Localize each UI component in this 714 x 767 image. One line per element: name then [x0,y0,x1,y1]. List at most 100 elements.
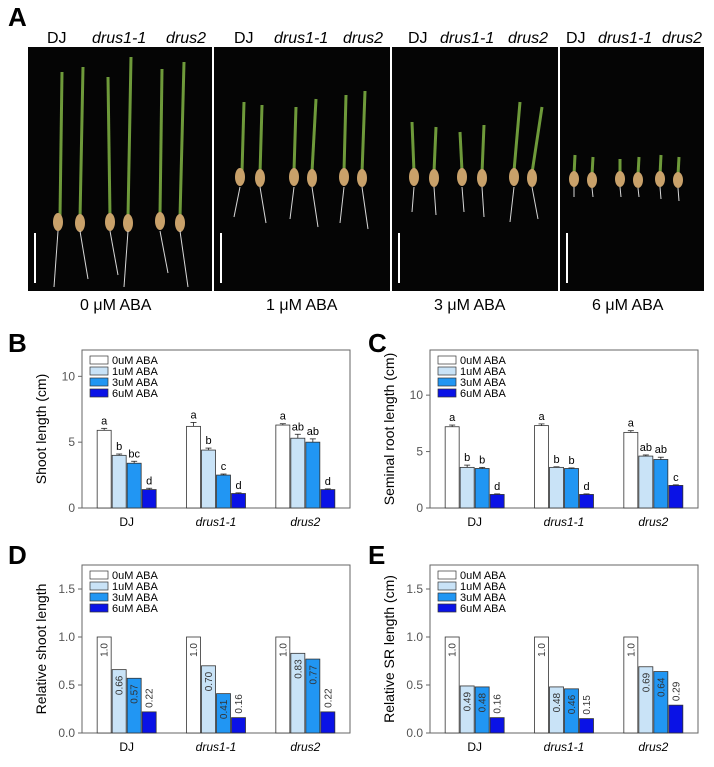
legend-swatch [437,388,457,398]
bar-value-label: 0.64 [656,677,667,697]
significance-letter: a [538,411,545,423]
bar [638,666,654,734]
bar [231,493,246,509]
significance-letter: d [146,475,152,487]
photo-label-drus2-2: drus2 [508,30,549,47]
y-tick-label: 1.0 [58,630,75,644]
bar [201,665,216,734]
bar-value-label: 0.15 [582,695,593,715]
x-category-label: DJ [119,740,134,754]
y-tick-label: 10 [410,388,424,402]
bar [186,636,201,734]
bar-value-label: 0.70 [204,671,215,691]
legend-label: 0uM ABA [460,570,507,582]
legend-label: 3uM ABA [112,592,159,604]
significance-letter: a [449,412,456,424]
bar-value-label: 0.46 [567,694,578,714]
treatment-label-2: 3 μM ABA [434,297,506,314]
bar-value-label: 0.48 [478,692,489,712]
bar [474,686,490,734]
legend-swatch [437,581,457,591]
significance-letter: ab [640,442,652,454]
legend-swatch [89,355,109,365]
bar [275,424,291,509]
bar [668,704,684,734]
legend-swatch [89,603,109,613]
bar [459,466,475,509]
seedlings-1 [220,90,369,283]
bar [96,636,112,734]
x-category-label: drus1-1 [196,515,237,529]
bar [444,426,460,509]
photo-label-drus2-1: drus2 [343,30,384,47]
significance-letter: b [116,441,122,453]
legend-swatch [89,388,109,398]
legend-swatch [437,366,457,376]
x-category-label: DJ [119,515,134,529]
panel-label-d: D [8,540,27,570]
y-tick-label: 0.0 [406,726,423,740]
seedling-photo-2 [392,47,558,291]
bar [668,485,684,509]
bar-value-label: 0.66 [115,675,126,695]
y-axis-title: Seminal root length (cm) [381,353,397,506]
bar [216,474,231,509]
photo-label-drus1-3: drus1-1 [598,30,653,47]
panel-label-b: B [8,328,27,358]
bar-value-label: 1.0 [448,643,459,657]
bar [126,462,142,509]
legend-label: 0uM ABA [460,355,507,367]
bar [126,677,142,734]
legend-swatch [89,366,109,376]
photo-label-drus2-3: drus2 [662,30,703,47]
y-axis-title: Shoot length (cm) [33,374,49,485]
y-axis-title: Relative shoot length [33,584,49,715]
photo-label-dj-1: DJ [234,30,254,47]
significance-letter: b [553,454,559,466]
x-category-label: DJ [467,515,482,529]
x-category-label: drus2 [638,515,668,529]
bar [638,455,654,509]
bar-value-label: 0.16 [234,694,245,714]
bar-value-label: 1.0 [100,643,111,657]
x-category-label: drus2 [638,740,668,754]
seedlings-0 [34,56,189,288]
bar [579,718,594,734]
bar [579,494,594,509]
chart-e-svg: 0.0 0.5 1.0 1.5 Relative SR length (cm) 0uM A… [381,564,699,754]
treatment-label-3: 6 μM ABA [592,297,664,314]
y-tick-label: 0 [416,501,423,515]
photo-label-drus1-2: drus1-1 [440,30,495,47]
bar [186,425,201,509]
significance-letter: c [221,461,227,473]
legend-label: 0uM ABA [112,570,159,582]
bar [549,686,564,734]
x-category-label: drus1-1 [544,515,585,529]
significance-letter: b [568,455,574,467]
bar [290,652,306,734]
plot-frame [81,564,351,734]
legend-label: 0uM ABA [112,355,159,367]
bar [653,459,669,509]
legend-label: 6uM ABA [112,388,159,400]
photo-label-drus1-1: drus1-1 [274,30,329,47]
plot-frame [81,349,351,509]
bar [564,688,579,734]
bar [320,711,336,734]
legend-swatch [437,592,457,602]
bar [111,669,127,734]
significance-letter: ab [307,426,319,438]
significance-letter: d [325,476,331,488]
bar [653,671,669,734]
x-category-label: DJ [467,740,482,754]
photo-label-dj-0: DJ [47,30,67,47]
bar [231,717,246,734]
legend-swatch [437,377,457,387]
chart-d: 0.0 0.5 1.0 1.5 Relative shoot length 0uM ABA… [30,555,360,765]
significance-letter: ab [655,444,667,456]
photo-label-drus2-0: drus2 [166,30,207,47]
y-tick-label: 5 [416,445,423,459]
legend-label: 1uM ABA [112,581,159,593]
